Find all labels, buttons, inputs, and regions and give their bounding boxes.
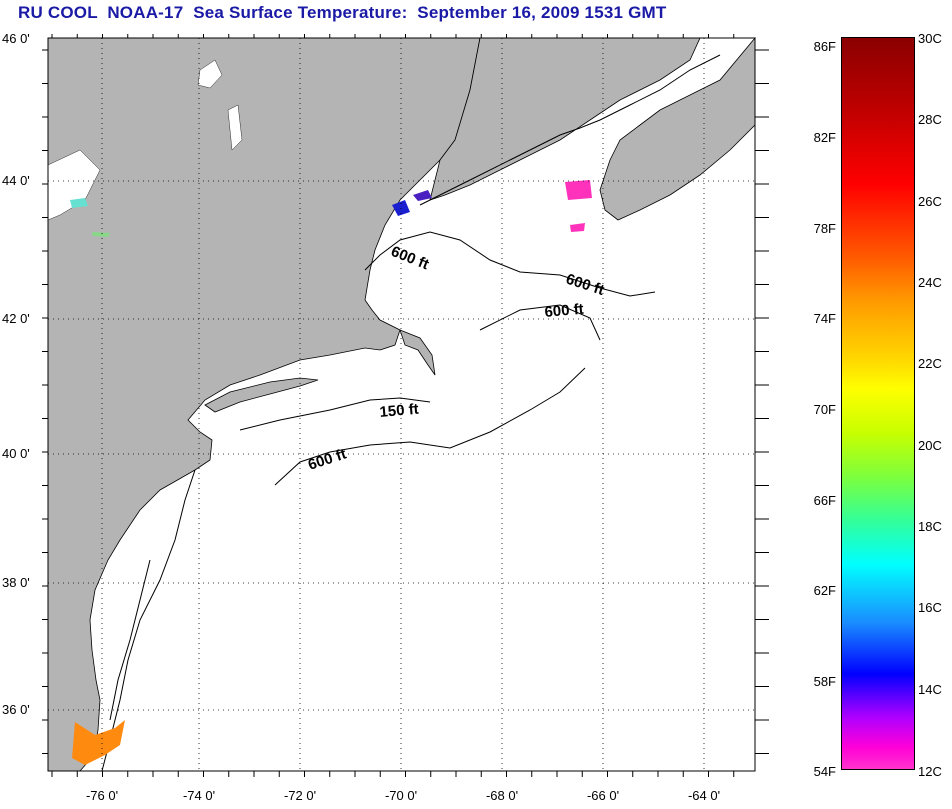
lon-label: -76 0' (86, 788, 118, 803)
lat-label: 46 0' (2, 31, 30, 46)
fahrenheit-label: 66F (813, 493, 836, 508)
lakes (47, 59, 243, 221)
lat-label: 36 0' (2, 702, 30, 717)
map-title: RU COOL NOAA-17 Sea Surface Temperature:… (18, 3, 667, 22)
lon-label: -68 0' (486, 788, 518, 803)
depth-contours (101, 54, 721, 772)
celsius-label: 18C (918, 519, 942, 534)
fahrenheit-label: 86F (813, 39, 836, 54)
fahrenheit-label: 74F (813, 311, 836, 326)
celsius-label: 26C (918, 194, 942, 209)
axis-ticks (42, 34, 769, 777)
lat-label: 44 0' (2, 173, 30, 188)
celsius-label: 16C (918, 600, 942, 615)
lon-label: -66 0' (587, 788, 619, 803)
celsius-label: 20C (918, 438, 942, 453)
lat-label: 38 0' (2, 575, 30, 590)
lat-label: 42 0' (2, 311, 30, 326)
sst-patches (70, 180, 592, 765)
lon-label: -72 0' (284, 788, 316, 803)
fahrenheit-label: 78F (813, 221, 836, 236)
lon-label: -64 0' (688, 788, 720, 803)
fahrenheit-label: 58F (813, 674, 836, 689)
land-mass (47, 36, 756, 772)
graticule (48, 37, 755, 771)
fahrenheit-label: 62F (813, 583, 836, 598)
lat-label: 40 0' (2, 446, 30, 461)
celsius-label: 24C (918, 275, 942, 290)
map-frame (47, 37, 756, 772)
lon-label: -74 0' (183, 788, 215, 803)
fahrenheit-label: 82F (813, 130, 836, 145)
celsius-label: 28C (918, 112, 942, 127)
celsius-label: 22C (918, 356, 942, 371)
celsius-label: 14C (918, 682, 942, 697)
celsius-label: 30C (918, 31, 942, 46)
celsius-label: 12C (918, 764, 942, 779)
lon-label: -70 0' (385, 788, 417, 803)
lon-axis: -76 0' -74 0' -72 0' -70 0' -68 0' -66 0… (86, 788, 720, 803)
fahrenheit-label: 70F (813, 402, 836, 417)
color-scale-bar (841, 37, 915, 770)
contour-label: 150 ft (379, 401, 420, 421)
lat-axis: 46 0' 44 0' 42 0' 40 0' 38 0' 36 0' (2, 31, 30, 717)
fahrenheit-label: 54F (813, 764, 836, 779)
contour-label: 600 ft (544, 301, 585, 321)
